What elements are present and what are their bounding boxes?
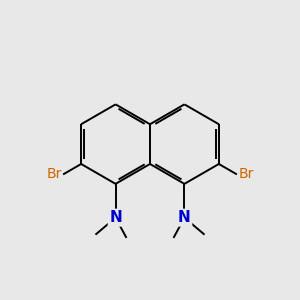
Text: N: N	[109, 210, 122, 225]
Text: Br: Br	[46, 167, 62, 181]
Text: N: N	[178, 210, 191, 225]
Text: Br: Br	[238, 167, 254, 181]
